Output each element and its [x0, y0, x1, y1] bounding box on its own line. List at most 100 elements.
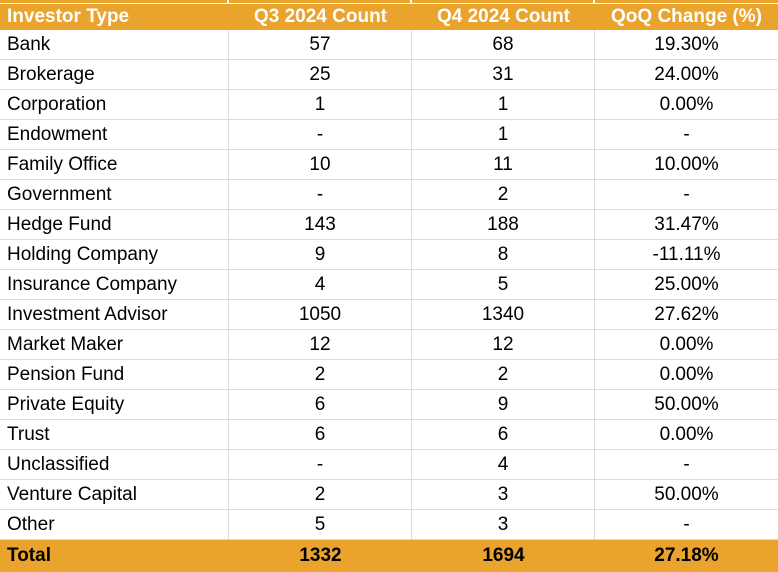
value-cell[interactable]: 143 — [229, 210, 412, 240]
value-cell[interactable]: 2 — [229, 360, 412, 390]
value-cell[interactable]: 31 — [412, 60, 595, 90]
value-cell[interactable]: 9 — [412, 390, 595, 420]
value-cell[interactable]: 1 — [412, 90, 595, 120]
table-row: Venture Capital 2 3 50.00% — [0, 480, 778, 510]
header-cell-q3-2024-count[interactable]: Q3 2024 Count — [253, 6, 388, 27]
row-label-cell[interactable]: Corporation — [0, 90, 229, 120]
value-cell[interactable]: 6 — [412, 420, 595, 450]
table-row: Family Office 10 11 10.00% — [0, 150, 778, 180]
header-cell-q4-2024-count[interactable]: Q4 2024 Count — [436, 6, 571, 27]
row-label-cell[interactable]: Holding Company — [0, 240, 229, 270]
value-cell[interactable]: - — [229, 180, 412, 210]
row-label-cell[interactable]: Trust — [0, 420, 229, 450]
total-q3-cell[interactable]: 1332 — [299, 545, 342, 566]
header-top-sliver-segment — [412, 0, 595, 3]
value-cell[interactable]: 25 — [229, 60, 412, 90]
value-cell[interactable]: 1 — [412, 120, 595, 150]
value-cell[interactable]: 50.00% — [595, 390, 778, 420]
table-row: Pension Fund 2 2 0.00% — [0, 360, 778, 390]
value-cell[interactable]: 2 — [229, 480, 412, 510]
table-row: Holding Company 9 8 -11.11% — [0, 240, 778, 270]
table-row: Insurance Company 4 5 25.00% — [0, 270, 778, 300]
value-cell[interactable]: - — [595, 180, 778, 210]
row-label-cell[interactable]: Hedge Fund — [0, 210, 229, 240]
value-cell[interactable]: 50.00% — [595, 480, 778, 510]
value-cell[interactable]: 1 — [229, 90, 412, 120]
value-cell[interactable]: 188 — [412, 210, 595, 240]
row-label-cell[interactable]: Bank — [0, 30, 229, 60]
value-cell[interactable]: - — [229, 120, 412, 150]
value-cell[interactable]: 2 — [412, 180, 595, 210]
value-cell[interactable]: 6 — [229, 420, 412, 450]
row-label-cell[interactable]: Brokerage — [0, 60, 229, 90]
value-cell[interactable]: 11 — [412, 150, 595, 180]
header-cell-qoq-change[interactable]: QoQ Change (%) — [611, 6, 762, 27]
value-cell[interactable]: 0.00% — [595, 360, 778, 390]
value-cell[interactable]: - — [229, 450, 412, 480]
value-cell[interactable]: 19.30% — [595, 30, 778, 60]
value-cell[interactable]: 1340 — [412, 300, 595, 330]
value-cell[interactable]: - — [595, 450, 778, 480]
value-cell[interactable]: 25.00% — [595, 270, 778, 300]
table-row: Trust 6 6 0.00% — [0, 420, 778, 450]
row-label-cell[interactable]: Unclassified — [0, 450, 229, 480]
value-cell[interactable]: 27.62% — [595, 300, 778, 330]
table-row: Hedge Fund 143 188 31.47% — [0, 210, 778, 240]
table-row: Other 5 3- — [0, 510, 778, 540]
table-row: Corporation 1 1 0.00% — [0, 90, 778, 120]
total-q4-cell[interactable]: 1694 — [482, 545, 525, 566]
header-top-sliver-segment — [0, 0, 229, 3]
table-row: Market Maker 12 12 0.00% — [0, 330, 778, 360]
value-cell[interactable]: 4 — [229, 270, 412, 300]
table-header-row: Investor Type Q3 2024 Count Q4 2024 Coun… — [0, 4, 778, 30]
row-label-cell[interactable]: Investment Advisor — [0, 300, 229, 330]
value-cell[interactable]: 68 — [412, 30, 595, 60]
value-cell[interactable]: 4 — [412, 450, 595, 480]
header-cell-investor-type[interactable]: Investor Type — [7, 6, 130, 27]
value-cell[interactable]: 2 — [412, 360, 595, 390]
value-cell[interactable]: 10 — [229, 150, 412, 180]
value-cell[interactable]: 0.00% — [595, 420, 778, 450]
table-row: Government -2- — [0, 180, 778, 210]
table-row: Brokerage 25 31 24.00% — [0, 60, 778, 90]
value-cell[interactable]: - — [595, 120, 778, 150]
value-cell[interactable]: 6 — [229, 390, 412, 420]
value-cell[interactable]: 0.00% — [595, 90, 778, 120]
header-top-sliver-segment — [595, 0, 778, 3]
value-cell[interactable]: 9 — [229, 240, 412, 270]
row-label-cell[interactable]: Family Office — [0, 150, 229, 180]
value-cell[interactable]: 0.00% — [595, 330, 778, 360]
value-cell[interactable]: -11.11% — [595, 240, 778, 270]
table-total-row: Total 1332 1694 27.18% — [0, 540, 778, 572]
row-label-cell[interactable]: Government — [0, 180, 229, 210]
value-cell[interactable]: 31.47% — [595, 210, 778, 240]
value-cell[interactable]: 12 — [412, 330, 595, 360]
total-label-cell[interactable]: Total — [7, 545, 51, 566]
row-label-cell[interactable]: Other — [0, 510, 229, 540]
table-body: Bank 57 68 19.30% Brokerage 25 31 24.00% Corpora… — [0, 30, 778, 540]
row-label-cell[interactable]: Venture Capital — [0, 480, 229, 510]
value-cell[interactable]: 24.00% — [595, 60, 778, 90]
header-top-sliver — [0, 0, 778, 3]
value-cell[interactable]: 8 — [412, 240, 595, 270]
table-row: Private Equity 6 9 50.00% — [0, 390, 778, 420]
header-top-sliver-segment — [229, 0, 412, 3]
value-cell[interactable]: 3 — [412, 480, 595, 510]
value-cell[interactable]: 1050 — [229, 300, 412, 330]
row-label-cell[interactable]: Insurance Company — [0, 270, 229, 300]
value-cell[interactable]: - — [595, 510, 778, 540]
value-cell[interactable]: 5 — [412, 270, 595, 300]
value-cell[interactable]: 57 — [229, 30, 412, 60]
value-cell[interactable]: 10.00% — [595, 150, 778, 180]
value-cell[interactable]: 5 — [229, 510, 412, 540]
row-label-cell[interactable]: Pension Fund — [0, 360, 229, 390]
total-qoq-cell[interactable]: 27.18% — [654, 545, 719, 566]
table-row: Unclassified -4- — [0, 450, 778, 480]
value-cell[interactable]: 3 — [412, 510, 595, 540]
value-cell[interactable]: 12 — [229, 330, 412, 360]
row-label-cell[interactable]: Private Equity — [0, 390, 229, 420]
table-row: Investment Advisor 1050 1340 27.62% — [0, 300, 778, 330]
row-label-cell[interactable]: Market Maker — [0, 330, 229, 360]
row-label-cell[interactable]: Endowment — [0, 120, 229, 150]
